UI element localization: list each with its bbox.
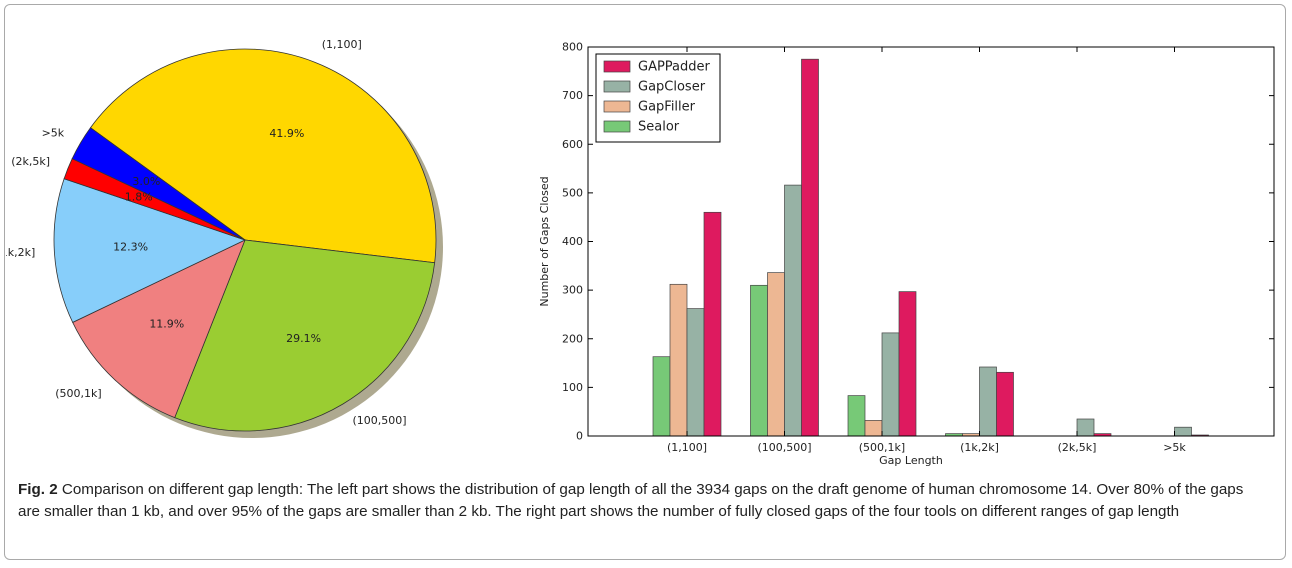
caption-text: Comparison on different gap length: The … — [18, 481, 1244, 520]
pie-chart: 41.9% (1,100] 29.1% (100,500] 11.9% (500,1k] 1… — [6, 38, 443, 438]
bar-gapfiller-500-1k — [864, 420, 883, 437]
bar-gapcloser-2k-5k — [1076, 418, 1095, 437]
pie-category-label-500-1k: (500,1k] — [55, 387, 101, 400]
bar-gapfiller-1-100 — [669, 283, 688, 437]
x-tick-label-2k-5k: (2k,5k] — [1058, 441, 1097, 454]
y-axis-label: Number of Gaps Closed — [538, 176, 551, 306]
pie-slice-500-1k — [72, 239, 246, 419]
y-tick-label-400: 400 — [562, 235, 583, 248]
x-axis-label: Gap Length — [879, 454, 943, 467]
pie-pct-label-5k: 3.0% — [132, 175, 160, 188]
bar-gapcloser-1-100 — [686, 308, 705, 437]
bar-gappadder-500-1k — [898, 291, 917, 437]
y-tick-label-300: 300 — [562, 284, 583, 297]
bar-sealor-500-1k — [847, 395, 866, 437]
y-tick-label-500: 500 — [562, 186, 583, 199]
x-tick-label-100-500: (100,500] — [757, 441, 811, 454]
bar-gapfiller-100-500 — [767, 272, 785, 437]
bar-gapcloser-500-1k — [881, 332, 900, 437]
pie-slice-100-500 — [174, 239, 436, 432]
y-tick-label-600: 600 — [562, 138, 583, 151]
y-tick-label-700: 700 — [562, 89, 583, 102]
y-tick-label-100: 100 — [562, 381, 583, 394]
figure-caption: Fig. 2 Comparison on different gap lengt… — [18, 479, 1268, 523]
pie-pct-label-1-100: 41.9% — [269, 127, 304, 140]
pie-pct-label-100-500: 29.1% — [286, 332, 321, 345]
legend-swatch-gapfiller — [603, 100, 631, 113]
x-tick-label-1-100: (1,100] — [667, 441, 707, 454]
pie-category-label-1-100: (1,100] — [322, 38, 362, 51]
bar-gappadder-1-100 — [703, 211, 722, 437]
caption-label: Fig. 2 — [18, 481, 58, 498]
bar-gappadder-100-500 — [801, 58, 819, 437]
x-tick-label-5k: >5k — [1163, 441, 1186, 454]
bar-gapcloser-100-500 — [784, 184, 802, 437]
x-tick-label-1k-2k: (1k,2k] — [960, 441, 999, 454]
pie-pct-label-1k-2k: 12.3% — [113, 240, 148, 253]
bar-gapcloser-1k-2k — [979, 366, 997, 437]
bar-gappadder-1k-2k — [996, 371, 1014, 437]
pie-slice-5k — [71, 127, 246, 241]
pie-category-label-2k-5k: (2k,5k] — [11, 155, 50, 168]
legend-label-gappadder: GAPPadder — [638, 60, 711, 75]
y-tick-label-200: 200 — [562, 332, 583, 345]
pie-slice-1-100 — [89, 48, 437, 264]
y-tick-label-800: 800 — [562, 41, 583, 54]
legend-swatch-gappadder — [603, 60, 631, 73]
x-tick-label-500-1k: (500,1k] — [859, 441, 905, 454]
pie-pct-label-500-1k: 11.9% — [149, 317, 184, 330]
legend-label-gapcloser: GapCloser — [638, 80, 706, 95]
pie-category-label-100-500: (100,500] — [353, 414, 407, 427]
bar-sealor-1-100 — [652, 356, 671, 437]
bar-gapcloser-5k — [1174, 426, 1192, 437]
pie-pct-label-2k-5k: 1.8% — [125, 191, 153, 204]
legend-label-gapfiller: GapFiller — [638, 100, 696, 115]
legend-swatch-sealor — [603, 120, 631, 133]
pie-category-label-5k: >5k — [42, 127, 65, 140]
pie-slice-1k-2k — [53, 178, 247, 323]
legend-label-sealor: Sealor — [638, 120, 680, 135]
bar-sealor-100-500 — [750, 284, 768, 437]
pie-category-label-1k-2k: (1k,2k] — [6, 246, 35, 259]
legend-swatch-gapcloser — [603, 80, 631, 93]
y-tick-label-0: 0 — [576, 430, 583, 443]
bar-chart: (1,100] (100,500] (500,1k] (1k,2k] (2k,5k] >5… — [538, 41, 1275, 467]
